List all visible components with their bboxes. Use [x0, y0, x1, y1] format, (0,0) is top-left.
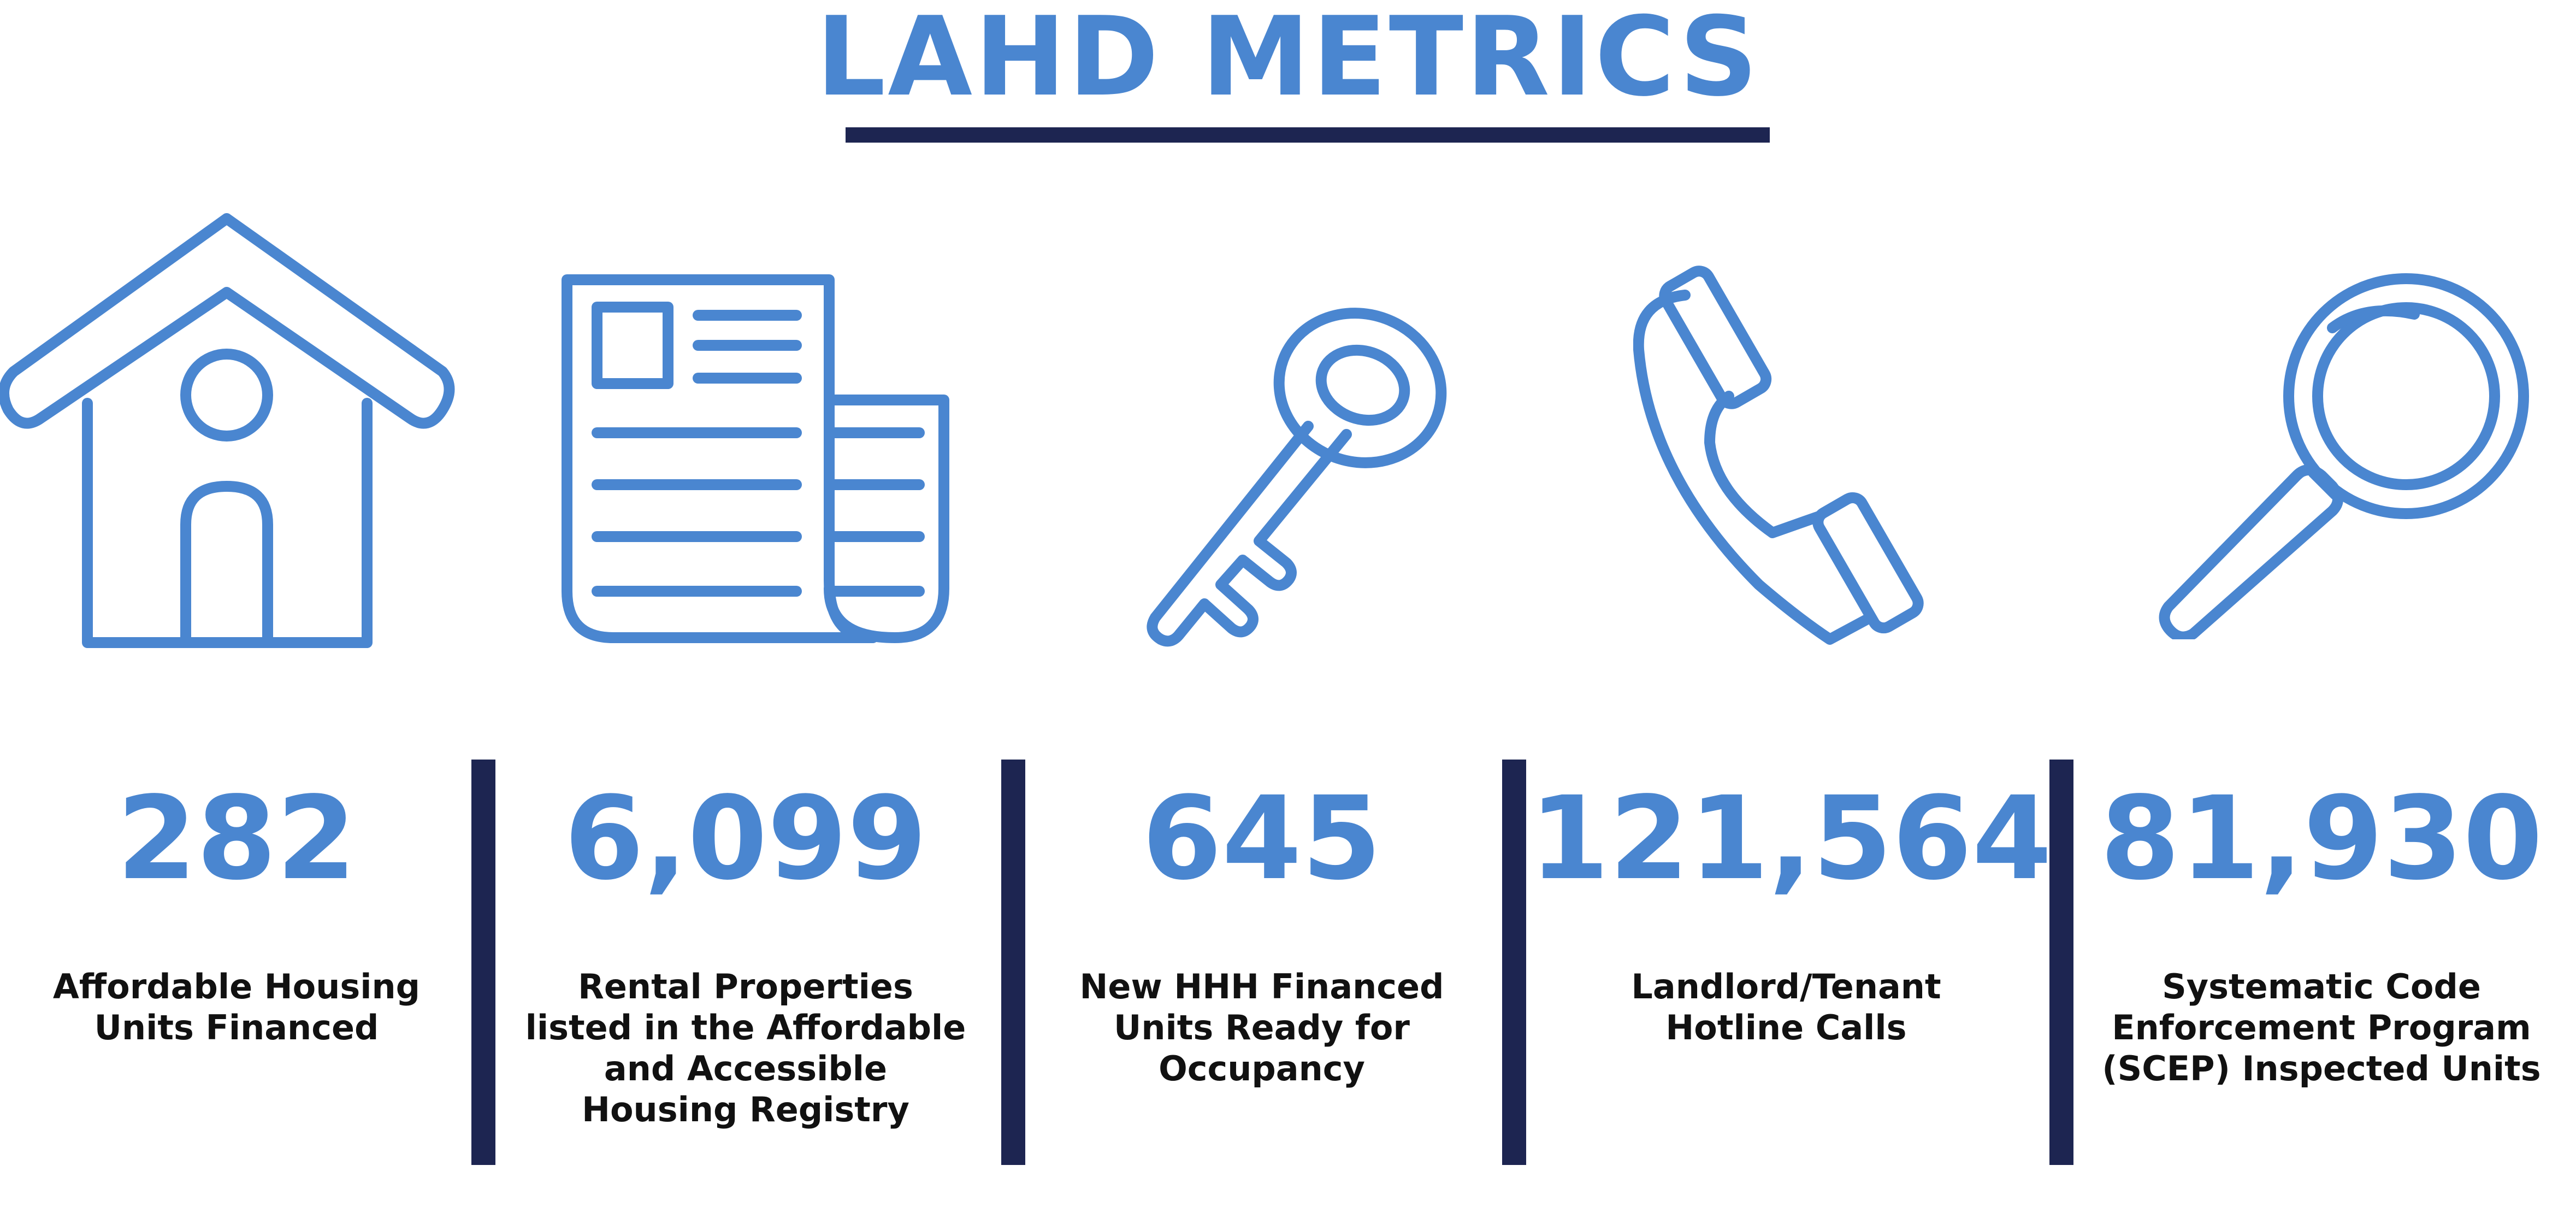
metric-value: 645 [1142, 772, 1382, 905]
metric-label-line: Enforcement Program [2112, 1008, 2531, 1047]
metric-label-line: Units Ready for [1113, 1008, 1410, 1047]
house-icon [0, 208, 459, 661]
metric-label: Rental Properties listed in the Affordab… [500, 966, 991, 1130]
metric-label-line: New HHH Financed [1079, 967, 1444, 1007]
metric-rental-properties: 6,099 Rental Properties listed in the Af… [500, 772, 991, 1130]
metric-label-line: Hotline Calls [1665, 1008, 1907, 1047]
metric-label-line: Landlord/Tenant [1631, 967, 1941, 1007]
metric-value: 282 [116, 772, 357, 905]
metric-label-line: Systematic Code [2162, 967, 2481, 1007]
metric-affordable-housing: 282 Affordable Housing Units Financed [11, 772, 462, 1048]
metric-label-line: Affordable Housing [52, 967, 421, 1007]
metric-label: New HHH Financed Units Ready for Occupan… [1030, 966, 1494, 1089]
divider-1 [471, 760, 495, 1165]
metric-hotline-calls: 121,564 Landlord/Tenant Hotline Calls [1529, 772, 2052, 1048]
metric-scep-units: 81,930 Systematic Code Enforcement Progr… [2076, 772, 2567, 1089]
metric-label-line: Housing Registry [582, 1090, 909, 1129]
page-title: LAHD METRICS [816, 0, 1760, 121]
divider-4 [2049, 760, 2073, 1165]
metric-label-line: listed in the Affordable [525, 1008, 966, 1047]
metric-value: 6,099 [564, 772, 927, 905]
metric-label-line: and Accessible [604, 1049, 888, 1088]
magnifying-glass-icon [2158, 265, 2529, 639]
metric-value: 121,564 [1529, 772, 2052, 905]
title-underline [846, 127, 1770, 143]
phone-icon [1633, 262, 1939, 656]
divider-3 [1502, 760, 1526, 1165]
metric-label-line: (SCEP) Inspected Units [2102, 1049, 2541, 1088]
metric-label: Landlord/Tenant Hotline Calls [1529, 966, 2043, 1048]
divider-2 [1001, 760, 1025, 1165]
metric-label-line: Units Financed [94, 1008, 379, 1047]
key-icon [1144, 295, 1461, 656]
metric-value: 81,930 [2100, 772, 2543, 905]
metric-label-line: Rental Properties [578, 967, 913, 1007]
metric-label: Affordable Housing Units Financed [11, 966, 462, 1048]
document-icon [562, 274, 955, 646]
metric-hhh-units: 645 New HHH Financed Units Ready for Occ… [1030, 772, 1494, 1089]
metric-label-line: Occupancy [1159, 1049, 1365, 1088]
metric-label: Systematic Code Enforcement Program (SCE… [2076, 966, 2567, 1089]
